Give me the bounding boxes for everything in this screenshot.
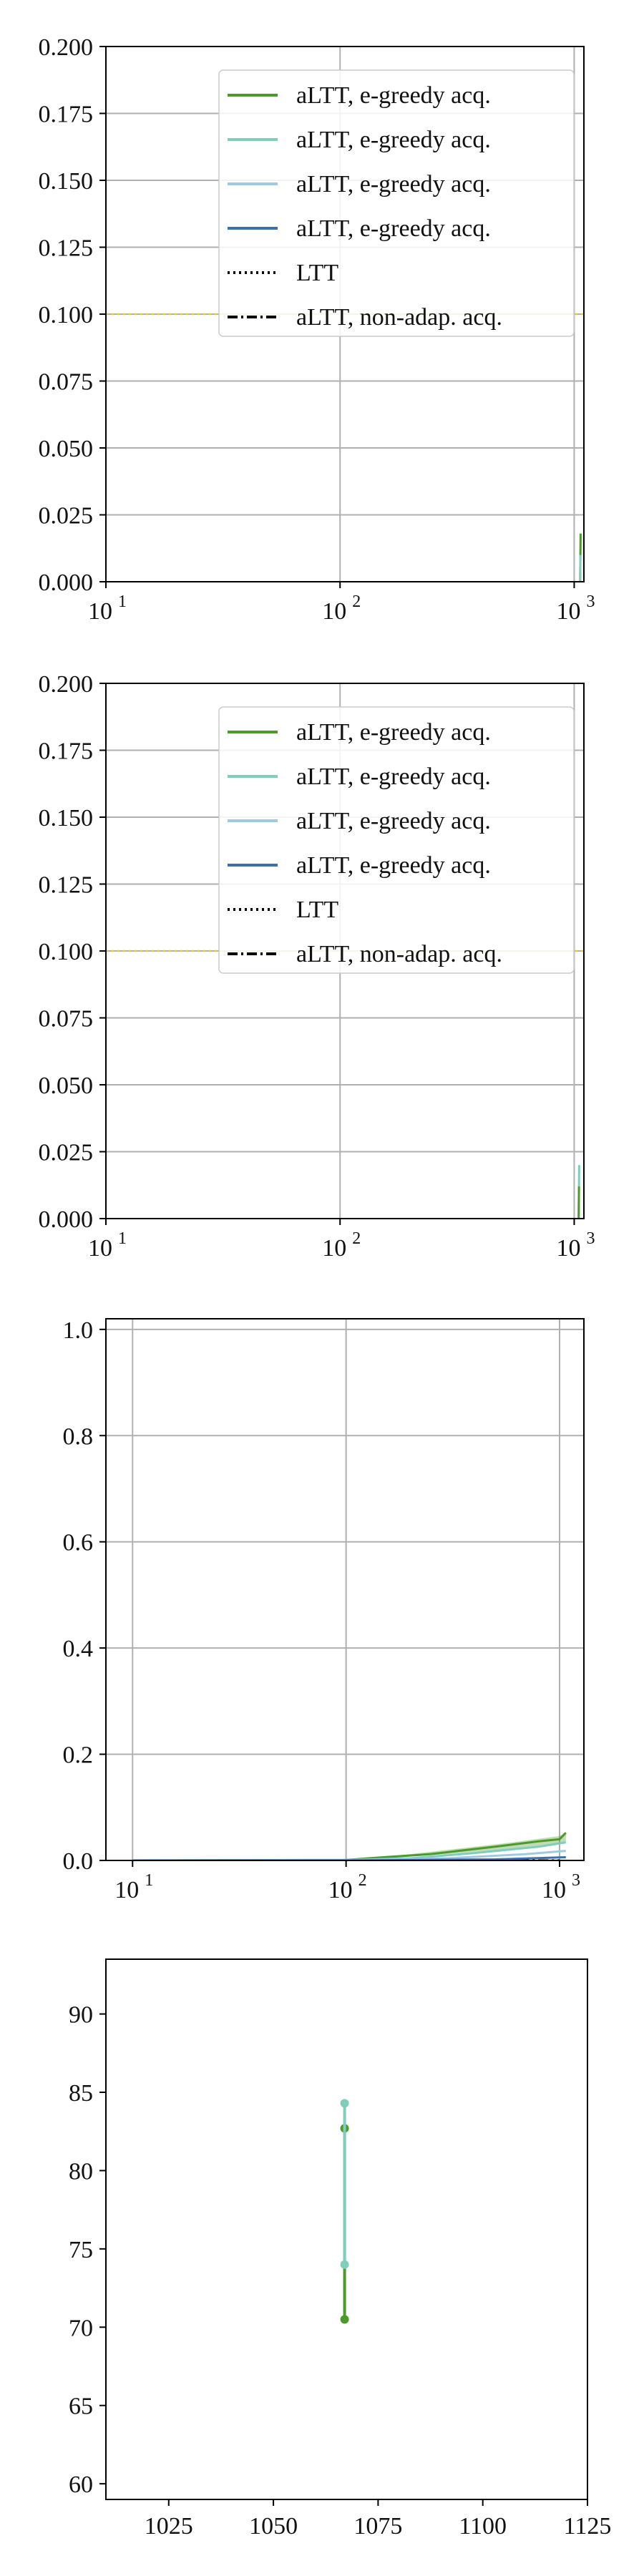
legend-label: aLTT, e-greedy acq. [296,808,491,834]
x-tick-label: 1100 [459,2513,507,2540]
legend-label: aLTT, e-greedy acq. [296,171,491,197]
y-tick-label: 0.175 [39,102,94,128]
y-tick-label: 0.125 [39,235,94,262]
x-tick-label: 10 [328,1877,353,1903]
legend-label: aLTT, e-greedy acq. [296,215,491,242]
x-tick-exponent: 3 [586,592,595,611]
x-tick-label: 10 [556,1235,580,1262]
legend: aLTT, e-greedy acq. aLTT, e-greedy acq. aL… [218,706,575,974]
legend-label: aLTT, e-greedy acq. [296,719,491,746]
y-tick-label: 0.025 [39,1140,94,1166]
legend-label: aLTT, non-adap. acq. [296,941,502,967]
subplot-3: 10 1 10 2 10 3 0.0 0.2 0.4 0.6 0.8 1.0 [63,1317,585,1903]
legend-box [218,706,575,974]
x-tick-label: 10 [322,598,346,625]
x-tick-exponent: 3 [586,1229,595,1248]
y-tick-label: 0.050 [39,436,94,462]
x-tick-exponent: 3 [572,1871,580,1890]
plot-area [106,950,584,1219]
legend: aLTT, e-greedy acq. aLTT, e-greedy acq. aL… [218,69,575,337]
legend-label: aLTT, e-greedy acq. [296,852,491,879]
x-tick-label: 1075 [353,2513,402,2540]
axes-frame [105,1958,588,2500]
legend-label: aLTT, non-adap. acq. [296,304,502,331]
x-tick-label: 10 [556,598,580,625]
data-point [340,2315,349,2324]
y-tick-label: 0.150 [39,168,94,195]
x-tick-label: 10 [88,1235,112,1262]
y-tick-label: 1.0 [63,1317,94,1344]
x-tick-exponent: 1 [118,592,127,611]
y-tick-label: 0.050 [39,1073,94,1099]
x-tick-label: 10 [322,1235,346,1262]
x-tick-exponent: 1 [145,1871,153,1890]
y-tick-label: 0.0 [63,1848,94,1875]
x-tick-exponent: 2 [358,1871,367,1890]
subplot-4: 1025 1050 1075 1100 1125 60 65 70 75 80 85 90 [69,1958,612,2540]
legend-label: aLTT, e-greedy acq. [296,763,491,790]
plot-area [132,1831,567,1860]
y-tick-label: 0.000 [39,570,94,596]
x-tick-exponent: 2 [352,592,361,611]
x-tick-label: 10 [88,598,112,625]
y-tick-label: 70 [69,2315,93,2341]
y-tick-label: 80 [69,2158,93,2185]
data-point [340,2099,349,2108]
y-tick-label: 0.075 [39,369,94,396]
x-tick-exponent: 1 [118,1229,127,1248]
y-tick-label: 0.075 [39,1006,94,1033]
x-tick-exponent: 2 [352,1229,361,1248]
y-tick-label: 0.8 [63,1423,94,1450]
subplot-1: 10 1 10 2 10 3 0.000 0.025 0.050 0.075 0.100 0.125 0… [39,34,595,625]
y-tick-label: 0.6 [63,1530,94,1556]
y-tick-label: 0.000 [39,1206,94,1233]
y-tick-label: 65 [69,2394,93,2420]
axes-frame [105,1318,585,1861]
legend-label: aLTT, e-greedy acq. [296,127,491,153]
legend-box [218,69,575,337]
subplot-2: 10 1 10 2 10 3 0.000 0.025 0.050 0.075 0.100 0.125 0… [39,671,595,1262]
x-tick-label: 10 [114,1877,139,1903]
y-tick-label: 75 [69,2237,93,2263]
y-tick-label: 0.2 [63,1742,94,1769]
y-tick-label: 0.175 [39,738,94,765]
series-line-4 [132,1850,566,1860]
x-tick-label: 10 [542,1877,566,1903]
y-tick-label: 85 [69,2080,93,2107]
legend-label: LTT [296,897,338,923]
y-tick-label: 0.200 [39,671,94,698]
y-tick-label: 90 [69,2002,93,2029]
legend-label: aLTT, e-greedy acq. [296,82,491,109]
y-tick-label: 0.100 [39,939,94,965]
x-tick-label: 1050 [249,2513,298,2540]
legend-label: LTT [296,260,338,286]
y-tick-label: 0.125 [39,872,94,899]
data-point [340,2260,349,2269]
y-tick-label: 0.150 [39,805,94,831]
y-tick-label: 0.4 [63,1636,94,1662]
y-tick-label: 0.100 [39,302,94,328]
y-tick-label: 0.025 [39,503,94,530]
plot-area [106,313,584,582]
x-tick-label: 1125 [564,2513,612,2540]
y-tick-label: 60 [69,2472,93,2498]
confidence-band [384,1831,566,1859]
x-tick-label: 1025 [145,2513,193,2540]
plot-area [340,2099,349,2324]
y-tick-label: 0.200 [39,34,94,61]
